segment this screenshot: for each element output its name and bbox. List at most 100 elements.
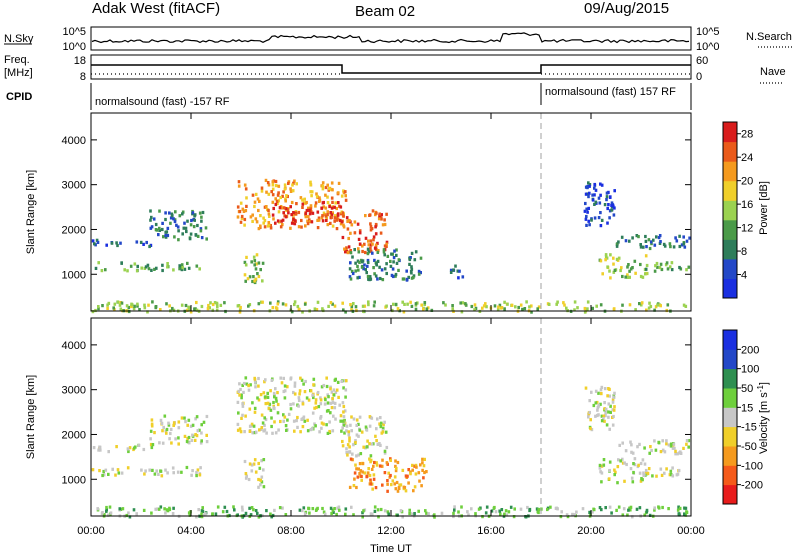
scatter-cell (104, 468, 108, 472)
scatter-cell (160, 474, 164, 478)
scatter-cell (169, 427, 173, 431)
scatter-cell (621, 513, 625, 517)
scatter-cell (267, 208, 270, 212)
scatter-cell (162, 425, 165, 429)
scatter-cell (219, 303, 223, 307)
noise-right-tick-bottom: 10^0 (696, 41, 720, 53)
scatter-cell (271, 180, 275, 184)
scatter-cell (587, 219, 590, 223)
scatter-cell (169, 216, 173, 220)
scatter-cell (337, 191, 340, 195)
scatter-cell (590, 390, 593, 394)
scatter-cell (498, 509, 501, 513)
scatter-cell (330, 406, 334, 410)
scatter-cell (178, 264, 181, 268)
scatter-cell (371, 251, 374, 255)
scatter-cell (232, 505, 235, 509)
scatter-cell (357, 434, 360, 438)
scatter-cell (644, 239, 648, 243)
nave-right-tick-bottom: 0 (696, 71, 702, 83)
scatter-cell (317, 405, 321, 409)
scatter-cell (352, 443, 355, 447)
scatter-cell (374, 486, 378, 490)
scatter-cell (644, 267, 648, 271)
scatter-cell (289, 205, 292, 209)
scatter-cell (363, 242, 366, 246)
scatter-cell (211, 512, 214, 516)
scatter-cell (380, 213, 383, 217)
scatter-cell (334, 417, 337, 421)
scatter-cell (381, 430, 385, 434)
scatter-cell (348, 250, 351, 254)
scatter-cell (252, 424, 256, 428)
scatter-cell (638, 302, 641, 306)
scatter-cell (365, 271, 368, 275)
scatter-cell (449, 270, 453, 274)
scatter-cell (185, 465, 189, 470)
scatter-cell (641, 275, 645, 279)
scatter-cell (633, 463, 637, 467)
scatter-cell (358, 229, 362, 233)
scatter-cell (279, 195, 282, 200)
scatter-cell (341, 439, 344, 444)
scatter-cell (216, 304, 219, 308)
scatter-cell (379, 507, 383, 512)
scatter-cell (281, 218, 285, 222)
scatter-cell (347, 430, 351, 434)
scatter-cell (303, 302, 307, 306)
scatter-cell (314, 204, 317, 208)
scatter-cell (196, 429, 200, 433)
scatter-cell (589, 418, 592, 422)
scatter-cell (172, 471, 175, 475)
scatter-cell (506, 302, 509, 306)
scatter-cell (253, 410, 257, 414)
scatter-cell (660, 267, 664, 272)
scatter-cell (253, 406, 257, 410)
scatter-cell (676, 452, 679, 456)
scatter-cell (389, 264, 393, 268)
scatter-cell (165, 431, 168, 435)
scatter-cell (300, 417, 303, 421)
scatter-cell (504, 509, 508, 513)
nave-right-tick-top: 60 (696, 55, 708, 67)
scatter-cell (596, 406, 600, 410)
scatter-cell (639, 243, 642, 247)
scatter-cell (245, 474, 248, 478)
scatter-cell (349, 303, 352, 307)
scatter-cell (335, 388, 339, 392)
scatter-cell (370, 467, 374, 471)
scatter-cell (404, 489, 408, 493)
scatter-cell (189, 424, 193, 428)
scatter-cell (273, 395, 276, 399)
scatter-cell (214, 512, 218, 516)
scatter-cell (268, 402, 272, 406)
scatter-cell (386, 482, 389, 486)
scatter-cell (590, 218, 593, 222)
scatter-cell (420, 303, 423, 307)
scatter-cell (406, 474, 409, 478)
scatter-cell (338, 508, 341, 512)
scatter-cell (159, 469, 162, 473)
scatter-cell (556, 300, 559, 304)
scatter-cell (242, 209, 246, 213)
scatter-cell (648, 451, 651, 455)
scatter-cell (247, 384, 250, 388)
scatter-cell (364, 236, 368, 240)
scatter-cell (642, 471, 645, 475)
scatter-cell (594, 414, 597, 418)
scatter-cell (204, 512, 207, 516)
scatter-cell (253, 279, 256, 283)
scatter-cell (250, 506, 254, 510)
scatter-cell (284, 303, 288, 307)
scatter-cell (458, 269, 461, 273)
scatter-cell (252, 462, 256, 466)
scatter-cell (362, 267, 365, 271)
scatter-cell (287, 211, 290, 215)
scatter-cell (110, 241, 114, 245)
scatter-cell (272, 217, 275, 221)
scatter-cell (335, 218, 339, 222)
scatter-cell (596, 408, 599, 412)
scatter-cell (342, 415, 346, 419)
scatter-cell (413, 485, 417, 489)
scatter-cell (523, 307, 527, 311)
